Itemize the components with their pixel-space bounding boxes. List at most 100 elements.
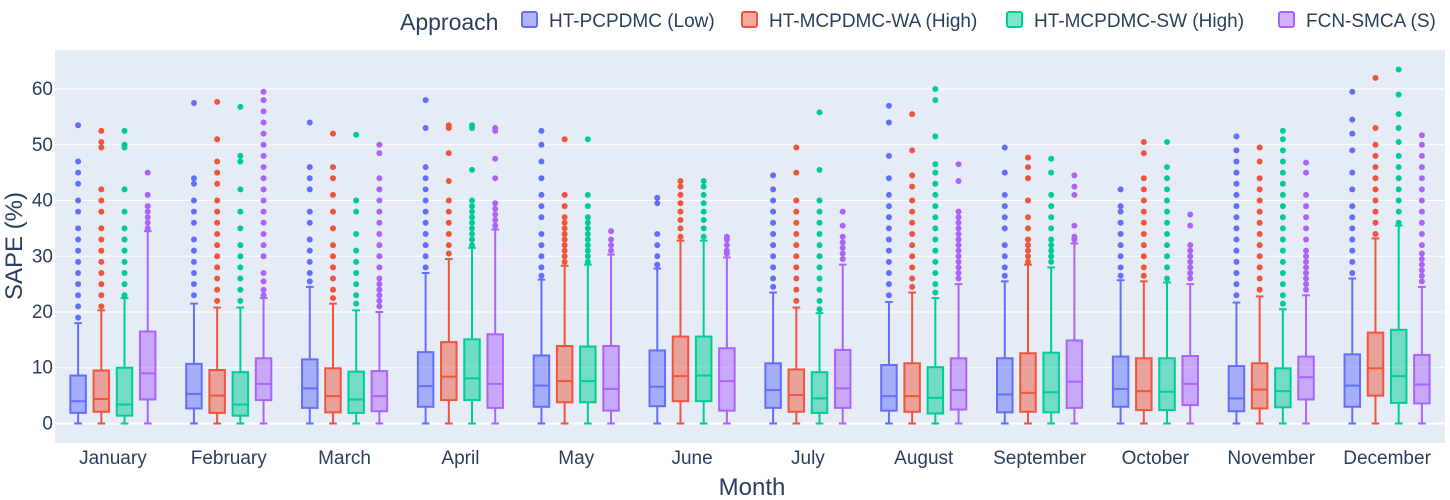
outlier-point [1418, 261, 1425, 268]
outlier-point [885, 191, 892, 198]
outlier-point [329, 175, 336, 182]
outlier-point [1024, 225, 1031, 232]
outlier-point [1140, 264, 1147, 271]
box [115, 127, 134, 425]
outlier-point [1349, 203, 1356, 210]
outlier-point [1256, 219, 1263, 226]
box-iqr [810, 371, 829, 414]
outlier-point [1048, 214, 1055, 221]
outlier-point [306, 119, 313, 126]
plot-area [55, 50, 1445, 443]
outlier-point [955, 253, 962, 260]
outlier-point [1372, 125, 1379, 132]
outlier-point [306, 236, 313, 243]
outlier-point [561, 230, 568, 237]
outlier-point [770, 172, 777, 179]
outlier-point [839, 208, 846, 215]
outlier-point [1372, 164, 1379, 171]
outlier-point [932, 289, 939, 296]
box [1227, 133, 1246, 425]
box-iqr [694, 335, 713, 403]
outlier-point [1164, 264, 1171, 271]
outlier-point [608, 236, 615, 243]
outlier-point [1140, 150, 1147, 157]
outlier-point [1303, 258, 1310, 265]
outlier-point [955, 247, 962, 254]
outlier-point [329, 208, 336, 215]
outlier-point [98, 197, 105, 204]
outlier-point [75, 258, 82, 265]
outlier-point [306, 164, 313, 171]
outlier-point [561, 191, 568, 198]
box-iqr [1366, 331, 1385, 397]
outlier-point [538, 175, 545, 182]
box [440, 122, 458, 425]
outlier-point [1279, 292, 1286, 299]
box-iqr [138, 330, 157, 401]
series-group [138, 88, 1431, 425]
box-iqr [764, 362, 782, 409]
outlier-point [237, 158, 244, 165]
outlier-point [1140, 175, 1147, 182]
legend-label: HT-MCPDMC-WA (High) [769, 11, 977, 32]
outlier-point [1048, 191, 1055, 198]
outlier-point [1140, 186, 1147, 193]
outlier-point [492, 175, 499, 182]
outlier-point [260, 97, 267, 104]
x-tick-label: December [1343, 448, 1431, 469]
outlier-point [1418, 272, 1425, 279]
outlier-point [1164, 164, 1171, 171]
outlier-point [422, 97, 429, 104]
outlier-point [190, 269, 197, 276]
outlier-point [909, 208, 916, 215]
outlier-point [422, 253, 429, 260]
outlier-point [1001, 169, 1008, 176]
outlier-point [214, 253, 221, 260]
outlier-point [1303, 159, 1310, 166]
outlier-point [1117, 186, 1124, 193]
outlier-point [793, 208, 800, 215]
outlier-point [932, 269, 939, 276]
outlier-point [1279, 214, 1286, 221]
outlier-point [237, 242, 244, 249]
outlier-point [376, 303, 383, 310]
box [787, 144, 806, 425]
outlier-point [1418, 141, 1425, 148]
outlier-point [770, 219, 777, 226]
outlier-point [1233, 269, 1240, 276]
outlier-point [492, 205, 499, 212]
outlier-point [329, 191, 336, 198]
outlier-point [909, 283, 916, 290]
outlier-point [214, 219, 221, 226]
outlier-point [932, 191, 939, 198]
outlier-point [214, 136, 221, 143]
outlier-point [237, 225, 244, 232]
outlier-point [1187, 222, 1194, 229]
outlier-point [1164, 242, 1171, 249]
outlier-point [770, 230, 777, 237]
legend-label: HT-PCPDMC (Low) [549, 11, 715, 32]
box [1297, 159, 1315, 425]
outlier-point [1233, 281, 1240, 288]
outlier-point [1418, 219, 1425, 226]
y-tick-label: 30 [32, 246, 53, 267]
outlier-point [1187, 253, 1194, 260]
outlier-point [932, 86, 939, 93]
outlier-point [1001, 253, 1008, 260]
box [1250, 144, 1269, 425]
outlier-point [329, 242, 336, 249]
outlier-point [1233, 133, 1240, 140]
outlier-point [561, 136, 568, 143]
outlier-point [1279, 180, 1286, 187]
outlier-point [1071, 183, 1078, 190]
outlier-point [214, 230, 221, 237]
outlier-point [492, 211, 499, 218]
outlier-point [909, 147, 916, 154]
box-iqr [648, 349, 667, 408]
x-tick-label: May [558, 448, 594, 469]
box [718, 233, 736, 425]
box [1065, 172, 1084, 425]
outlier-point [376, 264, 383, 271]
outlier-point [445, 242, 452, 249]
outlier-point [932, 169, 939, 176]
